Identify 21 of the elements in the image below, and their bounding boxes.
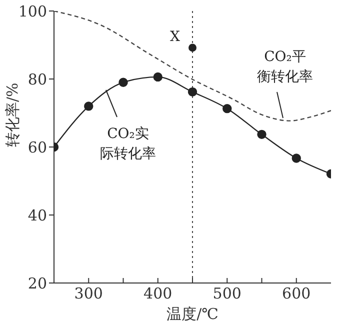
x-tick-label: 500	[212, 284, 242, 303]
y-tick-label: 100	[18, 2, 47, 20]
y-tick-label: 60	[28, 138, 47, 156]
x-axis-title: 温度/℃	[166, 305, 218, 323]
y-tick-label: 20	[28, 274, 47, 292]
x-tick-label: 600	[282, 284, 311, 303]
y-axis-title: 转化率/%	[3, 82, 22, 147]
x-tick-label: 400	[144, 284, 172, 303]
x-tick-label: 300	[74, 284, 103, 303]
point	[153, 72, 162, 82]
annotation: CO₂平衡转化率	[257, 49, 313, 85]
point	[222, 104, 232, 114]
point	[118, 78, 128, 87]
y-tick-label: 80	[28, 70, 47, 88]
annotation: X	[170, 29, 180, 45]
point	[292, 154, 301, 163]
point	[84, 102, 94, 111]
y-tick-label: 40	[28, 206, 47, 224]
annotation: CO₂实际转化率	[100, 126, 156, 162]
point	[257, 130, 266, 140]
point	[188, 87, 198, 97]
